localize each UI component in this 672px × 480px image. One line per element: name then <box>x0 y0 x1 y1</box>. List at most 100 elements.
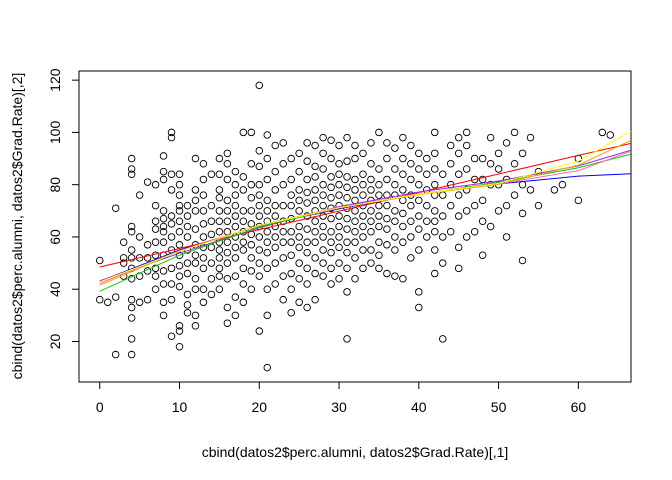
data-point <box>232 255 239 262</box>
data-point <box>184 260 191 267</box>
data-point <box>304 158 311 165</box>
x-axis-label: cbind(datos2$perc.alumni, datos2$Grad.Ra… <box>202 444 509 460</box>
data-point <box>376 252 383 259</box>
data-point <box>128 296 135 303</box>
data-point <box>200 286 207 293</box>
data-point <box>192 252 199 259</box>
data-point <box>416 197 423 204</box>
data-point <box>296 168 303 175</box>
data-point <box>344 239 351 246</box>
data-point <box>240 174 247 181</box>
data-point <box>376 192 383 199</box>
data-point <box>232 181 239 188</box>
data-point <box>152 181 159 188</box>
data-point <box>416 150 423 157</box>
data-point <box>352 218 359 225</box>
data-point <box>160 215 167 222</box>
data-point <box>192 197 199 204</box>
data-point <box>336 142 343 149</box>
data-point <box>224 150 231 157</box>
data-point <box>112 294 119 301</box>
data-point <box>224 249 231 256</box>
data-point <box>312 163 319 170</box>
data-point <box>416 247 423 254</box>
data-point <box>240 239 247 246</box>
data-point <box>519 181 526 188</box>
data-point <box>136 299 143 306</box>
data-point <box>328 281 335 288</box>
data-point <box>128 155 135 162</box>
data-point <box>519 257 526 264</box>
data-point <box>256 234 263 241</box>
data-point <box>431 218 438 225</box>
x-tick-label: 0 <box>96 399 104 415</box>
data-point <box>136 192 143 199</box>
data-point <box>384 140 391 147</box>
data-point <box>288 202 295 209</box>
data-point <box>208 275 215 282</box>
data-point <box>392 234 399 241</box>
data-point <box>392 247 399 254</box>
data-point <box>344 336 351 343</box>
data-point <box>208 171 215 178</box>
data-point <box>200 265 207 272</box>
data-point <box>320 181 327 188</box>
data-point <box>431 166 438 173</box>
data-point <box>168 265 175 272</box>
data-point <box>232 273 239 280</box>
data-point <box>495 166 502 173</box>
data-point <box>232 244 239 251</box>
data-point <box>264 286 271 293</box>
data-point <box>471 228 478 235</box>
data-point <box>192 226 199 233</box>
data-point <box>328 239 335 246</box>
data-point <box>519 150 526 157</box>
data-point <box>360 265 367 272</box>
data-point <box>352 228 359 235</box>
data-point <box>376 181 383 188</box>
data-point <box>336 244 343 251</box>
data-point <box>360 171 367 178</box>
data-point <box>392 181 399 188</box>
data-point <box>224 275 231 282</box>
data-point <box>192 187 199 194</box>
data-point <box>455 171 462 178</box>
data-point <box>224 197 231 204</box>
data-point <box>384 226 391 233</box>
data-point <box>352 255 359 262</box>
data-point <box>288 252 295 259</box>
data-point <box>256 147 263 154</box>
data-point <box>431 129 438 136</box>
data-point <box>527 134 534 141</box>
data-point <box>264 132 271 139</box>
data-point <box>208 260 215 267</box>
data-point <box>360 181 367 188</box>
data-point <box>288 270 295 277</box>
data-point <box>296 223 303 230</box>
data-point <box>408 255 415 262</box>
data-point <box>248 194 255 201</box>
data-point <box>128 247 135 254</box>
data-point <box>487 223 494 230</box>
data-point <box>471 202 478 209</box>
data-point <box>304 140 311 147</box>
data-point <box>328 137 335 144</box>
data-point <box>264 176 271 183</box>
data-point <box>447 228 454 235</box>
data-point <box>320 192 327 199</box>
data-point <box>312 187 319 194</box>
data-point <box>400 275 407 282</box>
data-point <box>376 265 383 272</box>
data-point <box>160 268 167 275</box>
data-point <box>320 223 327 230</box>
data-point <box>416 213 423 220</box>
x-axis: 0 10 20 30 40 50 60 <box>96 382 587 415</box>
data-point <box>176 262 183 269</box>
data-point <box>599 129 606 136</box>
data-point <box>328 155 335 162</box>
data-point <box>192 286 199 293</box>
data-point <box>232 202 239 209</box>
data-point <box>288 309 295 316</box>
data-point <box>408 176 415 183</box>
data-point <box>176 283 183 290</box>
